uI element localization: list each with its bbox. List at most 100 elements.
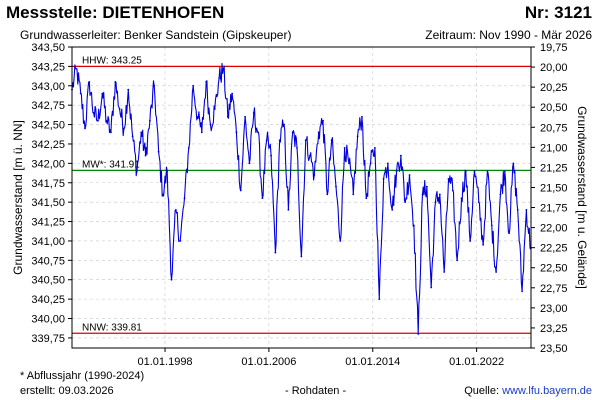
series-point [447,177,450,180]
grid-layer [72,47,531,348]
series-point [460,197,463,200]
y2-tick-label: 21,50 [540,182,568,194]
series-point [317,131,320,134]
y2-tick-label: 22,25 [540,243,568,255]
reference-label-min: NNW: 339.81 [82,322,142,333]
series-point [464,170,467,173]
y-tick-label: 343,50 [31,42,65,54]
series-point [300,255,303,258]
series-point [75,67,78,70]
series-point [157,150,160,153]
series-point [196,115,199,118]
y2-tick-label: 20,00 [540,62,568,74]
x-tick-label: 01.01.2006 [241,356,296,368]
series-point [287,209,290,211]
series-point [252,112,255,114]
series-point [335,185,337,188]
series-point [369,162,372,165]
y2-tick-label: 22,00 [540,223,568,235]
y-tick-label: 341,00 [31,236,65,248]
series-point [404,201,407,204]
series-point [352,193,355,196]
y2-tick-label: 21,25 [540,162,568,174]
y-tick-label: 342,75 [31,100,65,112]
x-tick-label: 01.01.2014 [345,356,400,368]
series-point [239,189,242,192]
y2-tick-label: 23,25 [540,323,568,335]
series-point [88,81,91,83]
series-point [374,146,376,149]
series-point [200,131,203,134]
series-point [525,209,528,211]
series-layer [71,62,532,335]
series-point [131,135,134,138]
source-link[interactable]: www.lfu.bayern.de [502,385,592,397]
series-point [174,209,177,211]
series-point [283,123,285,126]
series-point [110,131,112,134]
series-point [261,197,264,200]
tick-layer: 343,50 343,25 343,00 342,75 342,50 342,25 342,… [31,42,567,368]
y2-tick-label: 23,50 [540,343,568,355]
y-tick-label: 341,25 [31,217,65,229]
series-point [382,177,385,180]
series-point [144,154,147,157]
series-point [343,146,346,149]
source-label: Quelle: www.lfu.bayern.de [464,385,592,397]
series-point [356,135,359,138]
reference-label-bg [80,54,147,66]
series-point [408,174,411,176]
series-point [183,197,186,200]
aquifer-label: Grundwasserleiter: Benker Sandstein (Gip… [20,28,292,42]
series-point [291,131,294,134]
series-point [326,193,329,196]
y2-tick-label: 21,00 [540,142,568,154]
series-point [192,84,195,87]
y2-tick-label: 20,25 [540,82,568,94]
series-point [443,271,446,273]
series-point [270,154,272,157]
series-point [127,88,130,91]
y-tick-label: 342,25 [31,139,65,151]
series-point [170,278,173,281]
y-axis-label: Grundwasserstand [m ü. NN] [11,120,25,275]
series-point [339,240,342,242]
series-point [469,240,472,242]
rawdata-label: - Rohdaten - [285,385,347,397]
series-point [438,193,441,196]
series-point [304,139,307,141]
series-point [161,193,164,196]
series-point [118,108,121,110]
series-point [512,162,515,165]
series-point [451,189,454,192]
series-point [296,146,298,149]
series-point [235,131,238,134]
series-point [365,197,368,200]
series-point [508,232,510,235]
y2-tick-label: 20,50 [540,102,568,114]
series-point [330,139,333,141]
series-point [490,224,493,227]
plot-frame [71,46,532,349]
series-point [136,170,138,173]
y2-tick-label: 22,75 [540,283,568,295]
series-point [187,146,190,149]
y-tick-label: 339,75 [31,333,65,345]
series-point [205,81,208,83]
reference-label-mean: MW*: 341.91 [82,159,140,170]
series-point [213,108,216,110]
reference-label-max: HHW: 343.25 [82,55,142,66]
series-point [425,185,428,188]
series-point [79,92,82,95]
series-point [412,224,415,227]
y-tick-label: 343,25 [31,61,65,73]
series-point [179,240,182,242]
series-point [313,174,316,176]
reference-label-bg [80,158,147,170]
y2-tick-label: 21,75 [540,203,568,215]
series-point [434,201,437,204]
series-point [486,170,489,173]
y2-tick-label: 23,00 [540,303,568,315]
series-point [218,77,221,79]
